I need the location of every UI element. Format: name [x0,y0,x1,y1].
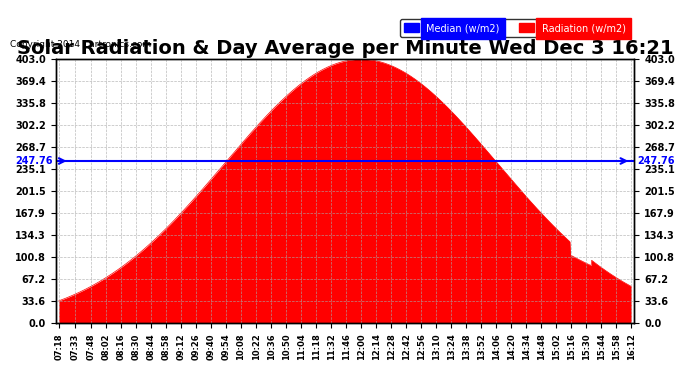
Text: Copyright 2014 Cartronics.com: Copyright 2014 Cartronics.com [10,40,152,49]
Text: 247.76: 247.76 [638,156,675,166]
Legend: Median (w/m2), Radiation (w/m2): Median (w/m2), Radiation (w/m2) [400,19,629,37]
Text: 247.76: 247.76 [15,156,52,166]
Title: Solar Radiation & Day Average per Minute Wed Dec 3 16:21: Solar Radiation & Day Average per Minute… [17,39,673,58]
